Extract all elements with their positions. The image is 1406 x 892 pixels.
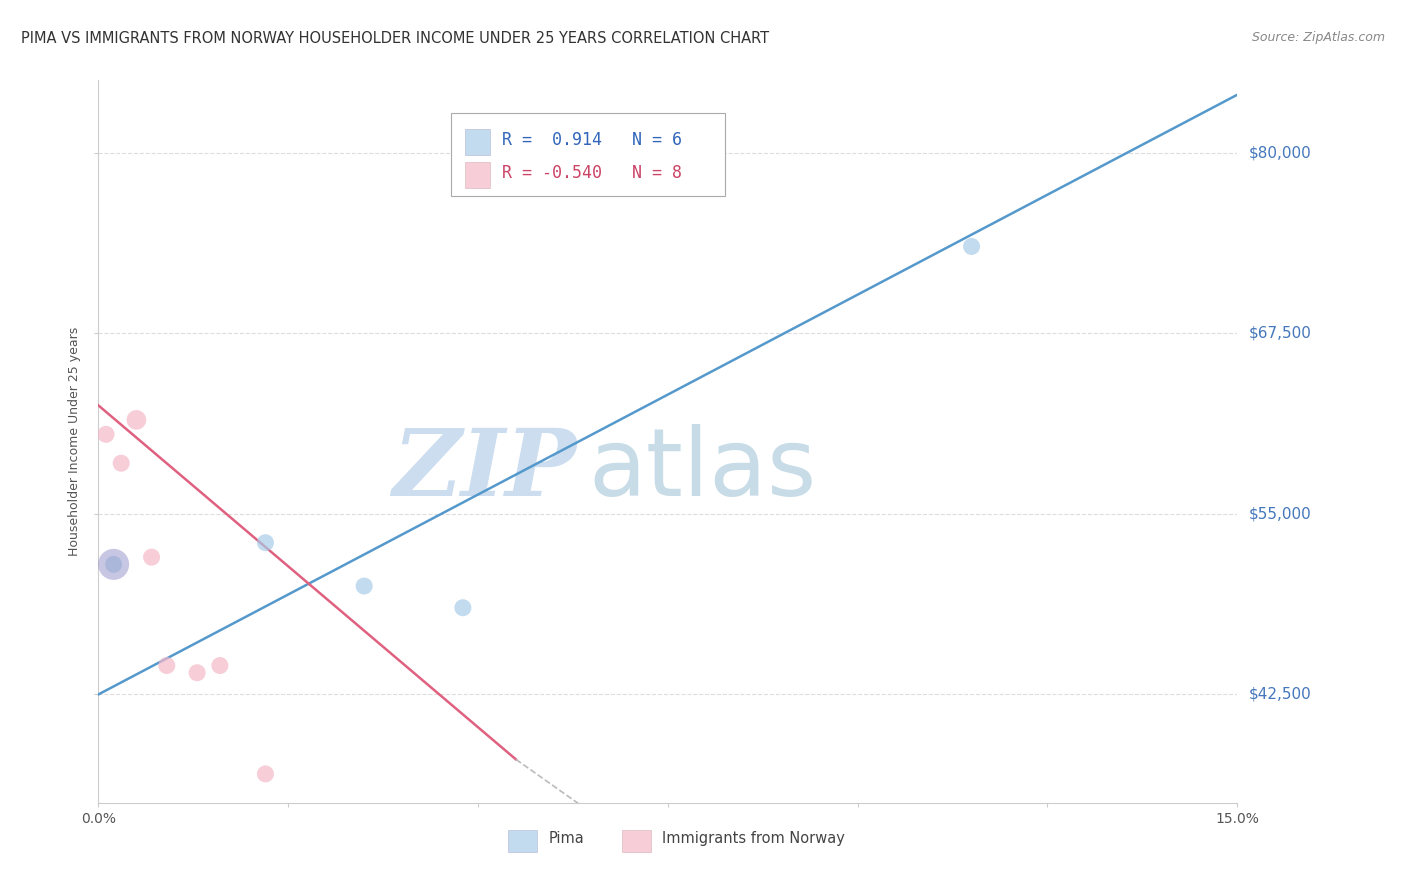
Bar: [509, 830, 537, 852]
Text: $80,000: $80,000: [1249, 145, 1312, 160]
Text: R =  0.914   N = 6: R = 0.914 N = 6: [502, 131, 682, 149]
Point: [141, 550, 163, 565]
Point: [353, 579, 375, 593]
Text: atlas: atlas: [588, 425, 817, 516]
Text: PIMA VS IMMIGRANTS FROM NORWAY HOUSEHOLDER INCOME UNDER 25 YEARS CORRELATION CHA: PIMA VS IMMIGRANTS FROM NORWAY HOUSEHOLD…: [21, 31, 769, 46]
Point: [960, 239, 983, 253]
Bar: [465, 162, 491, 187]
Text: Immigrants from Norway: Immigrants from Norway: [662, 831, 845, 847]
Point: [208, 658, 231, 673]
Point: [103, 558, 125, 572]
Text: Pima: Pima: [548, 831, 583, 847]
Text: ZIP: ZIP: [392, 425, 576, 516]
Bar: [465, 129, 491, 154]
Point: [186, 665, 208, 680]
Text: $55,000: $55,000: [1249, 507, 1312, 521]
FancyBboxPatch shape: [451, 112, 725, 196]
Point: [451, 600, 474, 615]
Text: R = -0.540   N = 8: R = -0.540 N = 8: [502, 164, 682, 183]
Text: $67,500: $67,500: [1249, 326, 1312, 341]
Point: [125, 413, 148, 427]
Text: $42,500: $42,500: [1249, 687, 1312, 702]
Y-axis label: Householder Income Under 25 years: Householder Income Under 25 years: [67, 326, 82, 557]
Point: [110, 456, 132, 470]
Point: [254, 767, 277, 781]
Point: [156, 658, 179, 673]
Point: [103, 558, 125, 572]
Point: [94, 427, 117, 442]
Text: Source: ZipAtlas.com: Source: ZipAtlas.com: [1251, 31, 1385, 45]
Point: [254, 535, 277, 549]
Bar: [623, 830, 651, 852]
